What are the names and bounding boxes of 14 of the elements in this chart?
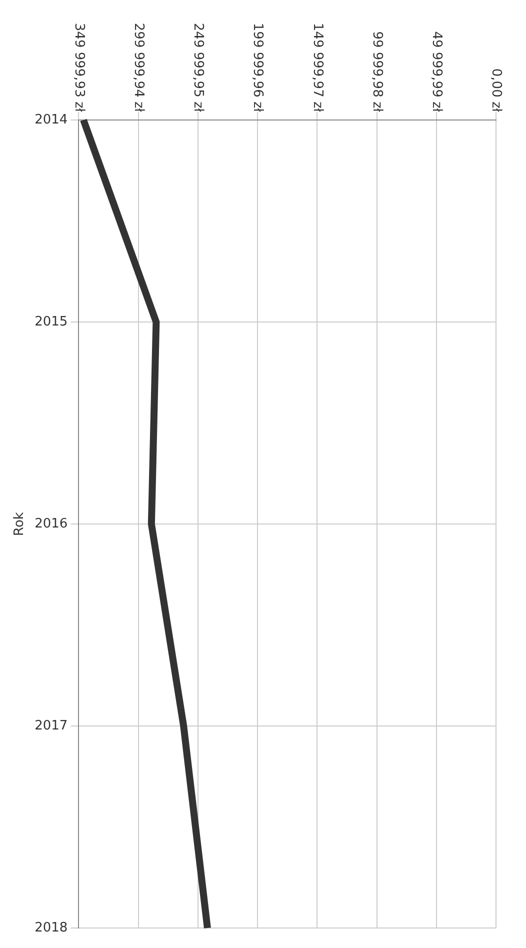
x-tick-label: 0,00 zł [488,68,504,112]
y-tick-label: 2016 [34,516,68,532]
y-tick-label: 2017 [34,718,68,734]
y-axis-title: Rok [12,512,28,536]
x-tick-label: 349 999,93 zł [71,22,86,112]
x-tick-label: 199 999,96 zł [250,22,266,112]
x-tick-label: 49 999,99 zł [429,31,444,112]
y-tick-label: 2015 [34,314,68,330]
y-tick-label: 2018 [34,920,68,936]
x-tick-label: 99 999,98 zł [369,31,384,112]
x-tick-label: 299 999,94 zł [130,22,146,112]
y-tick-label: 2014 [34,112,68,128]
x-tick-label: 249 999,95 zł [190,22,206,112]
x-tick-label: 149 999,97 zł [310,22,325,112]
